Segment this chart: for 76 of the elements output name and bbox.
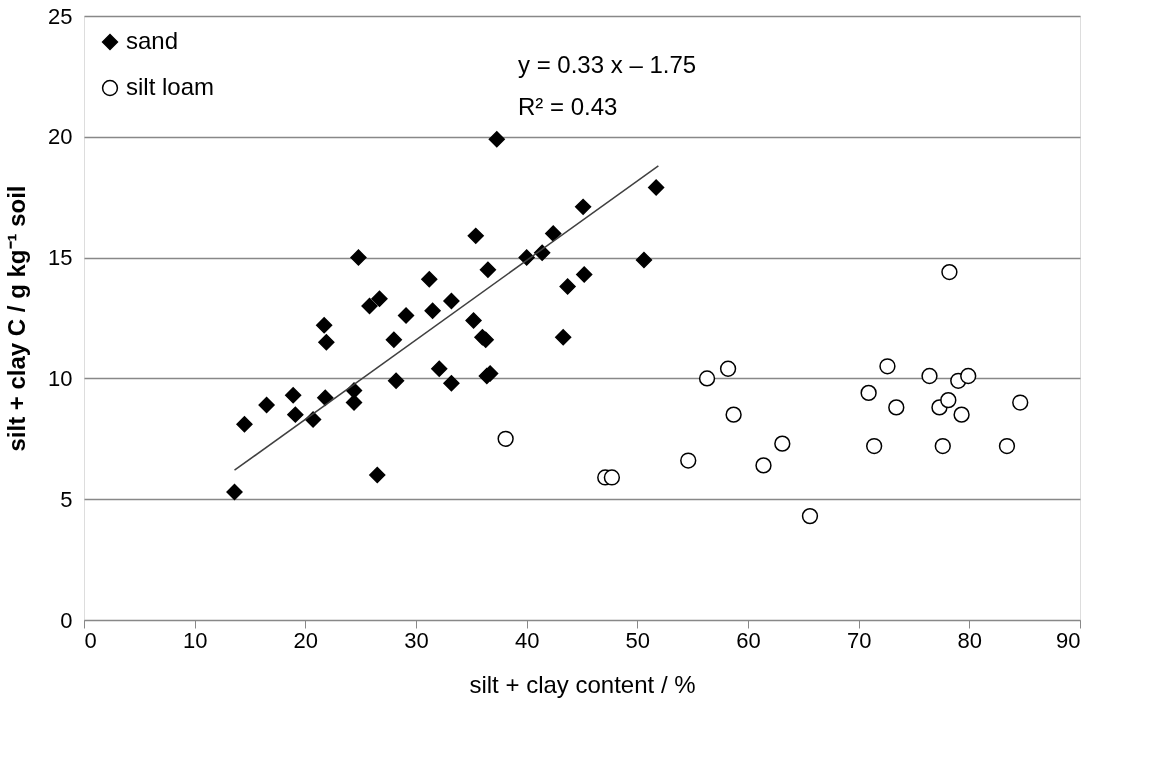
y-tick-label: 20: [48, 124, 73, 150]
x-tick-label: 10: [182, 627, 208, 653]
point: [879, 358, 896, 375]
point: [888, 399, 905, 416]
point: [397, 307, 415, 324]
annotation: y = 0.33 x – 1.75: [518, 51, 697, 78]
point: [555, 329, 572, 346]
point: [387, 372, 405, 389]
point: [921, 367, 938, 385]
point: [603, 469, 621, 486]
x-tick-label: 30: [404, 627, 429, 653]
point: [698, 370, 716, 387]
x-tick-label: 70: [846, 627, 872, 653]
x-tick-label: 90: [1056, 627, 1081, 653]
point: [236, 416, 253, 433]
point: [755, 457, 772, 474]
point: [443, 375, 460, 392]
x-tick-label: 60: [736, 627, 761, 653]
x-tick-label: 20: [293, 627, 319, 653]
point: [385, 331, 403, 348]
point: [576, 266, 593, 283]
point: [317, 389, 334, 406]
point: [860, 384, 877, 402]
point: [488, 131, 505, 148]
point: [424, 302, 441, 319]
point: [680, 452, 697, 469]
point: [635, 251, 653, 269]
y-tick-label: 10: [48, 365, 73, 391]
x-tick-label: 50: [625, 627, 651, 653]
x-axis-title: silt + clay content / %: [469, 670, 696, 698]
y-tick-label: 15: [48, 245, 73, 271]
y-tick-label: 25: [48, 3, 73, 29]
point: [960, 367, 977, 385]
point: [497, 430, 514, 447]
point: [1012, 394, 1029, 411]
x-tick-label: 0: [84, 627, 97, 653]
point: [559, 278, 576, 295]
point: [934, 437, 951, 455]
point: [431, 360, 448, 377]
point: [345, 394, 363, 411]
point: [545, 225, 562, 242]
legend-label: silt loam: [126, 73, 215, 100]
point: [801, 507, 819, 525]
point: [940, 391, 957, 409]
annotation: R² = 0.43: [518, 93, 618, 120]
point: [443, 292, 460, 310]
point: [574, 198, 592, 216]
y-axis-title: silt + clay C / g kg⁻¹ soil: [3, 185, 31, 452]
point: [467, 227, 484, 245]
point: [371, 290, 388, 307]
point: [647, 179, 665, 196]
point: [774, 435, 791, 452]
x-tick-label: 80: [957, 627, 983, 653]
point: [315, 317, 333, 334]
legend-label: sand: [126, 27, 179, 54]
point: [998, 437, 1016, 455]
point: [318, 333, 335, 351]
x-tick-label: 40: [514, 627, 540, 653]
point: [719, 360, 737, 377]
point: [350, 249, 367, 266]
y-tick-label: 5: [60, 486, 73, 512]
y-tick-label: 0: [60, 607, 73, 633]
point: [258, 396, 275, 414]
point: [226, 483, 243, 501]
point: [304, 411, 322, 428]
point: [287, 406, 304, 423]
point: [465, 312, 482, 329]
point: [953, 406, 970, 423]
point: [369, 466, 386, 484]
point: [725, 406, 742, 423]
point: [361, 297, 378, 315]
point: [865, 437, 883, 455]
point: [284, 387, 302, 404]
point: [479, 261, 497, 278]
point: [421, 271, 438, 288]
point: [941, 263, 958, 281]
